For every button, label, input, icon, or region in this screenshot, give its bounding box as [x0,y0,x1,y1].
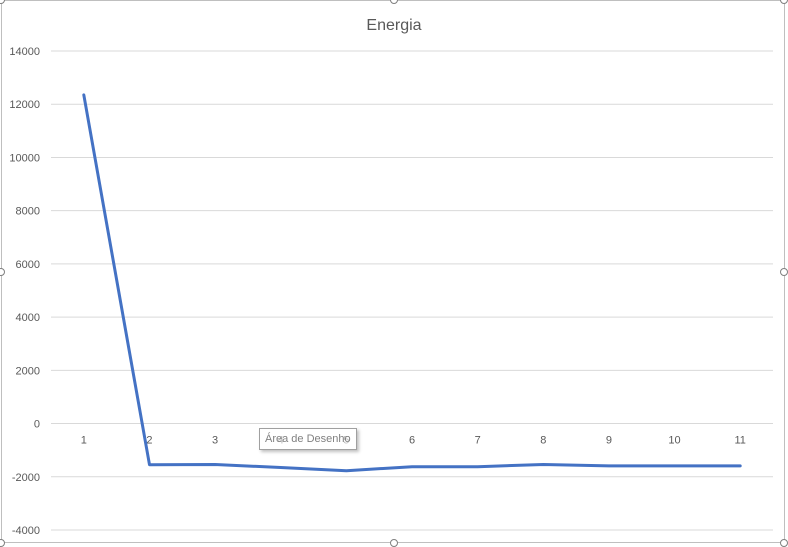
x-tick-label[interactable]: 10 [668,435,680,447]
x-tick-label[interactable]: 11 [734,435,745,447]
y-axis-tick-labels: -4000 -2000 0 2000 4000 6000 8000 10000 12000 140… [9,46,40,537]
x-tick-label[interactable]: 8 [540,435,546,447]
y-tick-label[interactable]: 6000 [16,259,40,271]
x-tick-label[interactable]: 9 [606,435,612,447]
y-tick-label[interactable]: 0 [34,419,40,431]
data-point[interactable] [211,461,219,469]
x-tick-label[interactable]: 3 [212,435,218,447]
x-tick-label[interactable]: 6 [409,435,415,447]
plot-area-tooltip: Área de Desenho [259,428,357,450]
series-line[interactable] [82,93,742,473]
data-point[interactable] [605,462,613,470]
y-tick-label[interactable]: -4000 [12,525,40,537]
resize-handle-middle-left[interactable] [0,268,5,276]
data-point[interactable] [736,462,744,470]
y-tick-label[interactable]: 4000 [16,312,40,324]
data-point[interactable] [474,463,482,471]
data-point[interactable] [671,462,679,470]
y-tick-label[interactable]: 8000 [16,206,40,218]
y-tick-label[interactable]: 12000 [9,99,40,111]
data-point[interactable] [80,91,88,99]
y-tick-label[interactable]: 14000 [9,46,40,58]
y-tick-label[interactable]: -2000 [12,472,40,484]
resize-handle-middle-right[interactable] [780,268,788,276]
y-tick-label[interactable]: 10000 [9,152,40,164]
series-layer[interactable] [80,91,744,475]
x-tick-label[interactable]: 1 [81,435,87,447]
gridlines [51,50,773,531]
data-point[interactable] [408,463,416,471]
y-tick-label[interactable]: 2000 [16,365,40,377]
chart-title[interactable]: Energia [366,17,421,34]
data-point[interactable] [539,461,547,469]
data-point[interactable] [342,467,350,475]
data-point[interactable] [145,461,153,469]
data-point[interactable] [277,463,285,471]
x-tick-label[interactable]: 7 [475,435,481,447]
x-axis-tick-labels: 1234567891011 [81,435,746,447]
x-tick-label[interactable]: 2 [146,435,152,447]
